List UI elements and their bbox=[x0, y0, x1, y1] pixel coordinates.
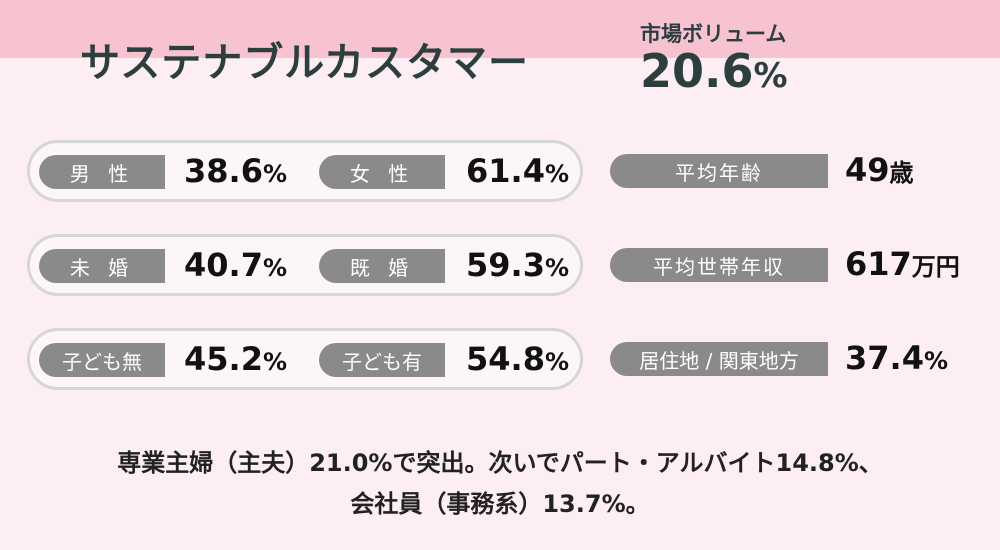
female-value: 61.4% bbox=[466, 152, 569, 190]
married-value: 59.3% bbox=[466, 246, 569, 284]
residence-value: 37.4% bbox=[845, 339, 948, 377]
header-band bbox=[0, 0, 1000, 58]
average-age-tag: 平均年齢 bbox=[610, 154, 828, 188]
has-children-tag: 子ども有 bbox=[319, 343, 445, 377]
market-volume-value: 20.6% bbox=[640, 44, 788, 98]
male-value: 38.6% bbox=[184, 152, 287, 190]
household-income-value: 617万円 bbox=[845, 245, 960, 283]
market-volume-number: 20.6 bbox=[640, 44, 754, 98]
marital-row: 未 婚 40.7% 既 婚 59.3% bbox=[27, 234, 583, 296]
household-income-tag: 平均世帯年収 bbox=[610, 248, 828, 282]
market-volume-unit: % bbox=[753, 56, 788, 96]
residence-tag: 居住地 / 関東地方 bbox=[610, 342, 828, 376]
married-tag: 既 婚 bbox=[319, 249, 445, 283]
no-children-value: 45.2% bbox=[184, 340, 287, 378]
summary-line-1: 専業主婦（主夫）21.0%で突出。次いでパート・アルバイト14.8%、 bbox=[117, 449, 883, 477]
gender-row: 男 性 38.6% 女 性 61.4% bbox=[27, 140, 583, 202]
average-age-value: 49歳 bbox=[845, 151, 914, 189]
male-tag: 男 性 bbox=[39, 155, 165, 189]
page-title: サステナブルカスタマー bbox=[80, 40, 529, 86]
unmarried-value: 40.7% bbox=[184, 246, 287, 284]
summary-line-2: 会社員（事務系）13.7%。 bbox=[350, 490, 650, 518]
has-children-value: 54.8% bbox=[466, 340, 569, 378]
market-volume-label: 市場ボリューム bbox=[640, 22, 787, 46]
no-children-tag: 子ども無 bbox=[39, 343, 165, 377]
unmarried-tag: 未 婚 bbox=[39, 249, 165, 283]
female-tag: 女 性 bbox=[319, 155, 445, 189]
children-row: 子ども無 45.2% 子ども有 54.8% bbox=[27, 328, 583, 390]
